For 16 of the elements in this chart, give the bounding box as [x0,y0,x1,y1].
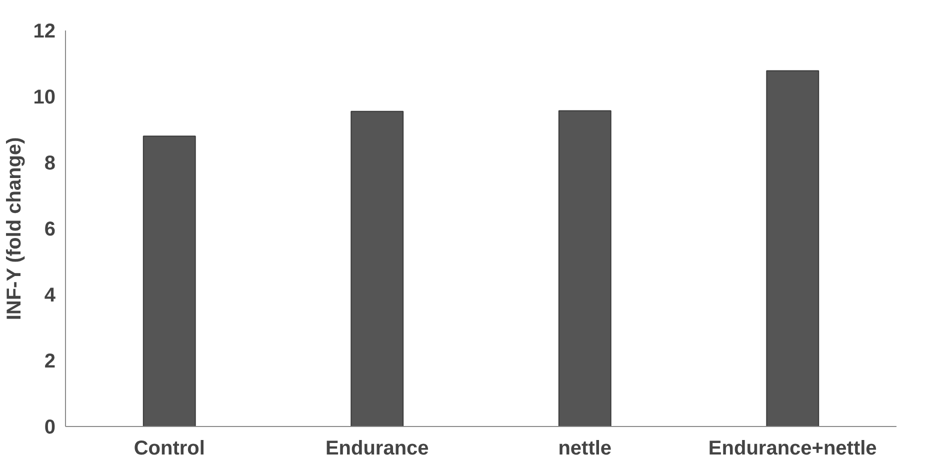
bar [142,136,196,426]
y-tick-label: 6 [44,218,56,240]
y-axis-title: INF-Y (fold change) [3,137,26,320]
x-tick-label: Endurance [325,438,429,460]
bar [558,110,612,426]
bar [350,110,404,426]
y-tick-label: 0 [44,416,56,438]
bar [766,70,820,426]
y-tick-label: 2 [44,350,56,372]
y-tick-label: 8 [44,152,56,174]
y-tick-label: 10 [33,86,56,108]
y-tick-label: 12 [33,20,56,42]
x-tick-label: Endurance+nettle [708,438,877,460]
x-tick-label: Control [134,438,205,460]
x-tick-label: nettle [558,438,612,460]
y-tick-label: 4 [44,284,56,306]
